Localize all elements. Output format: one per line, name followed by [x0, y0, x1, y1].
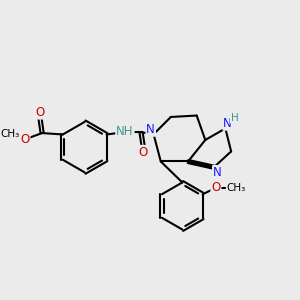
Text: O: O [211, 181, 220, 194]
Text: N: N [223, 117, 232, 130]
Text: NH: NH [116, 124, 134, 137]
Text: CH₃: CH₃ [227, 183, 246, 193]
Text: O: O [20, 133, 29, 146]
Text: N: N [213, 166, 222, 179]
Text: O: O [35, 106, 44, 118]
Text: H: H [231, 112, 239, 123]
Text: N: N [146, 123, 155, 136]
Text: O: O [139, 146, 148, 159]
Text: CH₃: CH₃ [0, 129, 20, 139]
